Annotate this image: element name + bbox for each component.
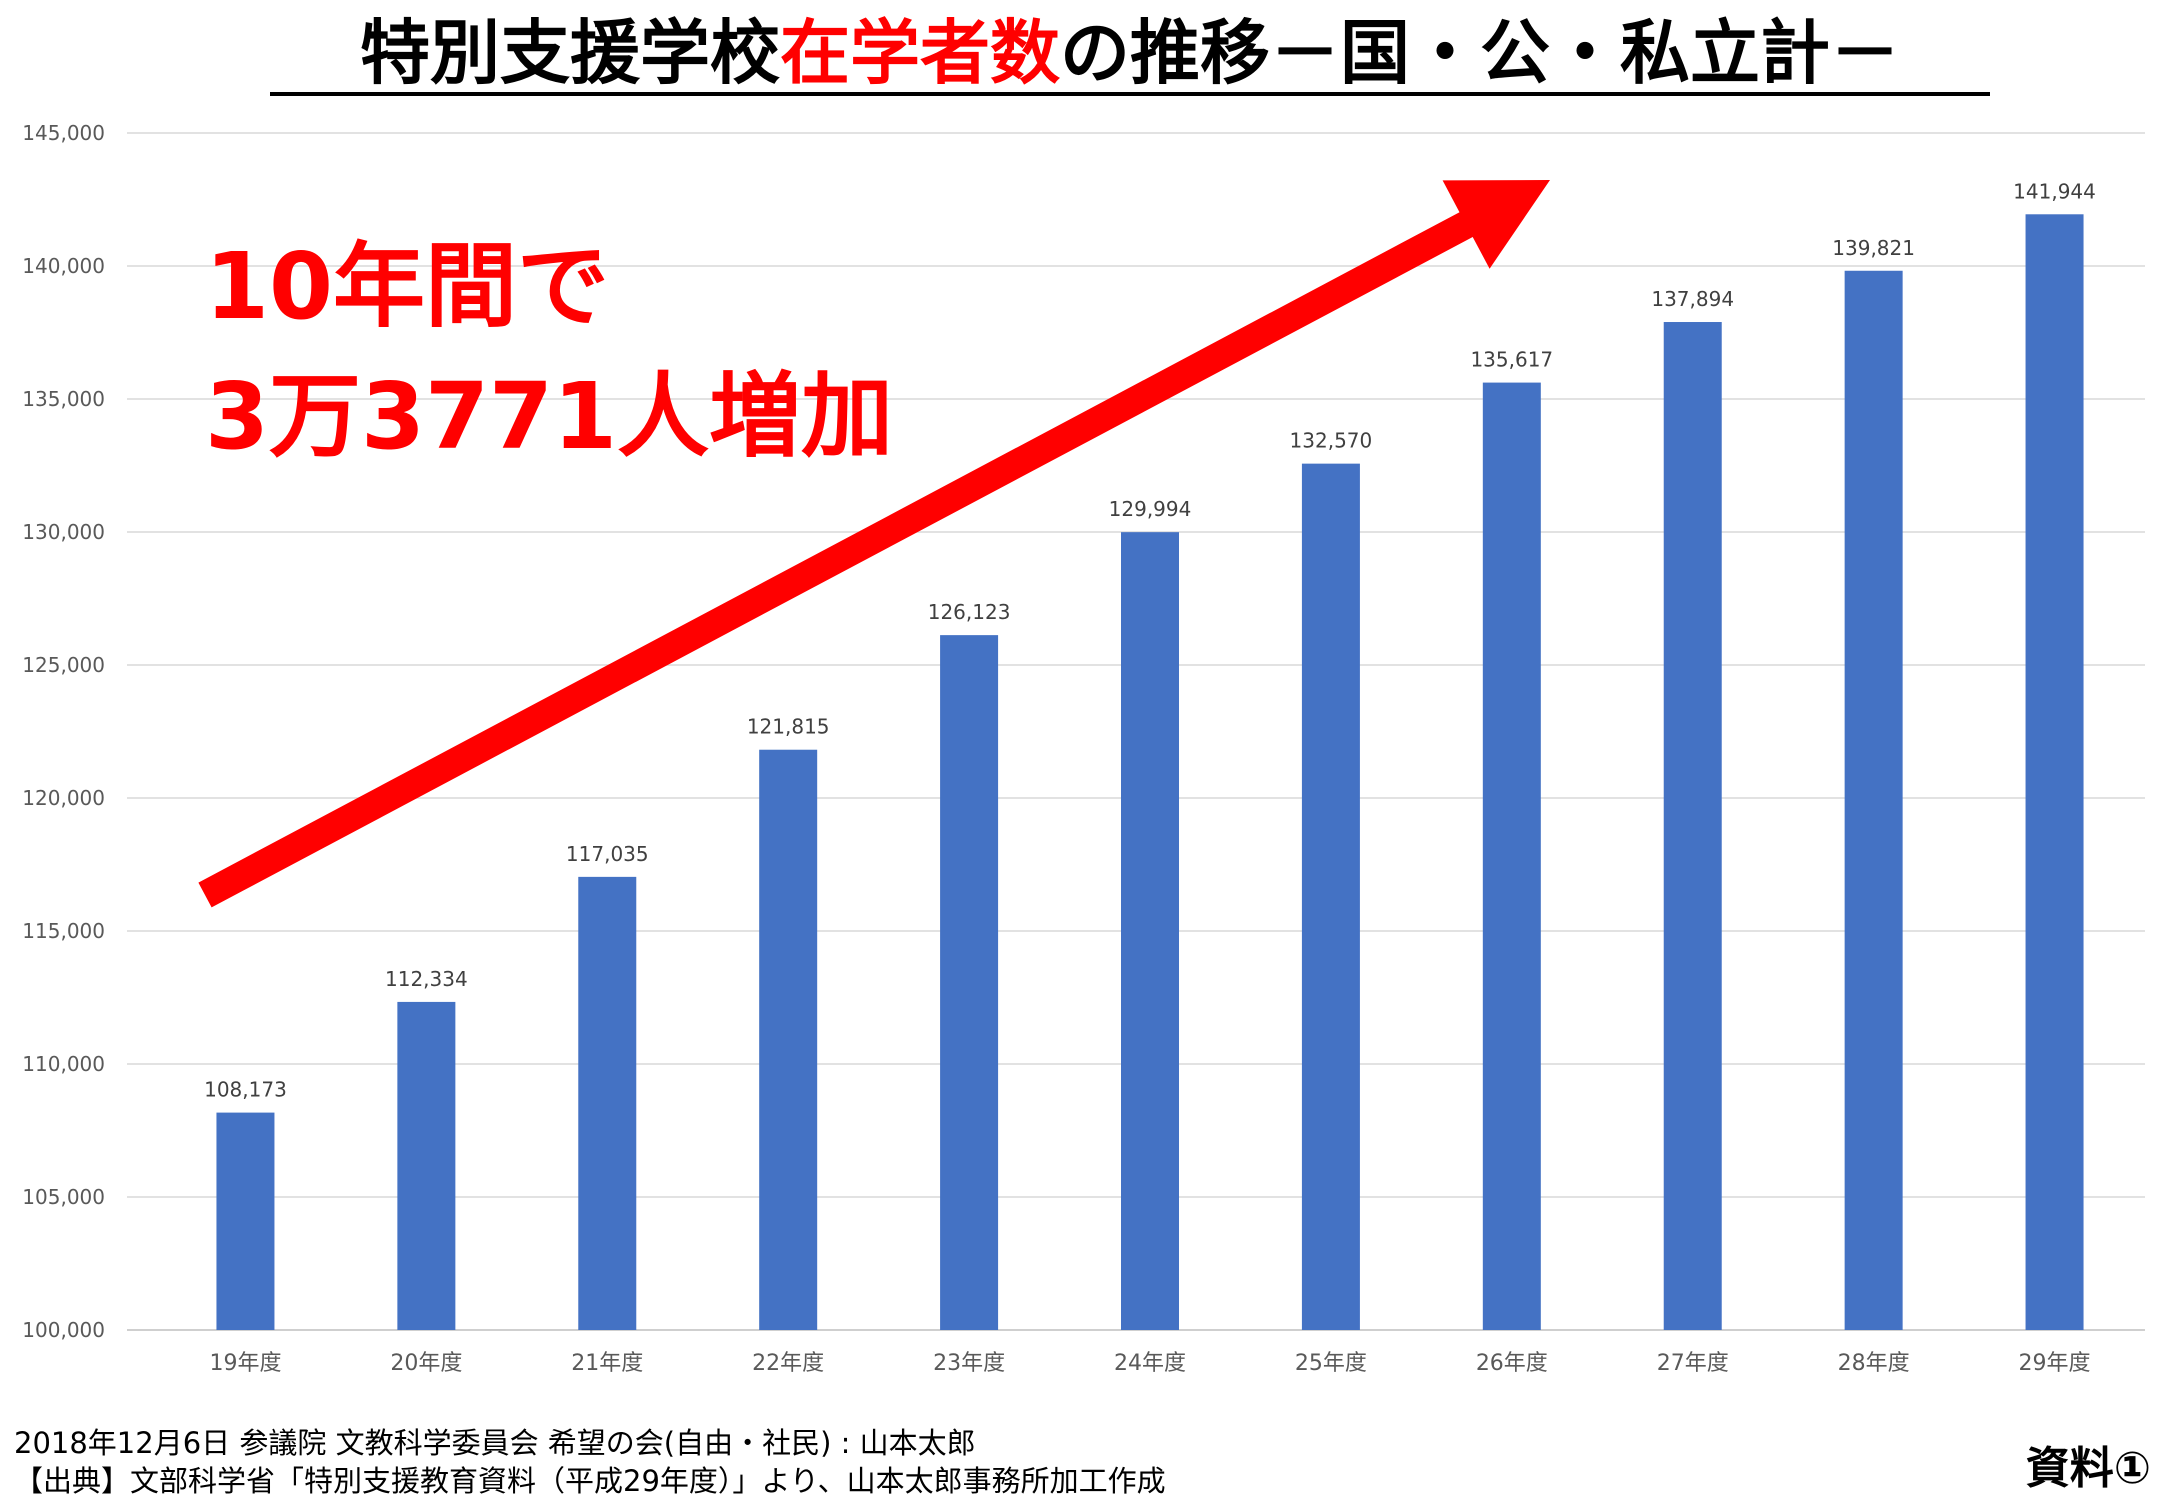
data-label: 117,035	[566, 842, 649, 866]
bar	[1121, 532, 1179, 1330]
data-label: 112,334	[385, 967, 468, 991]
bar	[578, 876, 637, 1330]
x-tick-label: 28年度	[1838, 1351, 1910, 1376]
x-tick-label: 27年度	[1657, 1351, 1729, 1376]
data-label: 141,944	[2013, 179, 2096, 203]
title-underline	[270, 92, 1990, 96]
y-tick-label: 130,000	[22, 520, 105, 544]
callout-line-1: 10年間で	[205, 233, 610, 340]
x-tick-label: 25年度	[1295, 1351, 1367, 1376]
chart-title: 特別支援学校在学者数の推移－国・公・私立計－	[270, 8, 1990, 98]
y-tick-label: 115,000	[22, 919, 105, 943]
footer-meeting-note: 2018年12月6日 参議院 文教科学委員会 希望の会(自由・社民) : 山本太…	[14, 1426, 976, 1460]
title-highlight: 在学者数	[780, 12, 1060, 94]
x-tick-label: 22年度	[752, 1351, 824, 1376]
title-prefix: 特別支援学校	[360, 12, 780, 94]
title-suffix: の推移－国・公・私立計－	[1060, 12, 1900, 94]
y-tick-label: 145,000	[22, 121, 105, 145]
data-label: 121,815	[747, 715, 830, 739]
x-tick-label: 20年度	[390, 1351, 462, 1376]
bar	[397, 1001, 456, 1330]
y-tick-label: 100,000	[22, 1318, 105, 1342]
y-tick-label: 120,000	[22, 786, 105, 810]
bar	[1482, 382, 1541, 1331]
trend-arrow	[198, 180, 1550, 908]
bar	[216, 1112, 275, 1330]
increase-callout: 10年間で 3万3771人増加	[205, 222, 893, 482]
footer-source-note: 【出典】文部科学省「特別支援教育資料（平成29年度）」より、山本太郎事務所加工作…	[14, 1464, 1166, 1498]
y-tick-label: 125,000	[22, 653, 105, 677]
data-label: 139,821	[1832, 236, 1915, 260]
bar-chart: 100,000 105,000 110,000 115,000 120,000 125,0…	[22, 121, 2145, 1376]
bars	[216, 214, 2084, 1331]
y-axis-ticks: 100,000 105,000 110,000 115,000 120,000 125,0…	[22, 121, 105, 1342]
y-tick-label: 105,000	[22, 1185, 105, 1209]
callout-line-2: 3万3771人増加	[205, 363, 894, 470]
data-label: 108,173	[204, 1078, 287, 1102]
data-label: 126,123	[928, 600, 1011, 624]
x-tick-label: 19年度	[209, 1351, 281, 1376]
x-tick-label: 21年度	[571, 1351, 643, 1376]
y-tick-label: 110,000	[22, 1052, 105, 1076]
bar	[1301, 463, 1360, 1330]
x-tick-label: 24年度	[1114, 1351, 1186, 1376]
bar	[759, 749, 818, 1330]
y-tick-label: 135,000	[22, 387, 105, 411]
x-axis-ticks: 19年度 20年度 21年度 22年度 23年度 24年度 25年度 26年度 27年度 28年度…	[209, 1351, 2090, 1376]
data-label: 129,994	[1109, 497, 1192, 521]
bar	[1844, 270, 1903, 1330]
data-labels: 108,173 112,334 117,035 121,815 126,123 129,9…	[204, 179, 2096, 1101]
x-tick-label: 23年度	[933, 1351, 1005, 1376]
data-label: 135,617	[1470, 348, 1553, 372]
bar	[940, 635, 999, 1330]
bar	[2025, 214, 2084, 1331]
bar	[1663, 322, 1722, 1330]
data-label: 137,894	[1651, 287, 1734, 311]
data-label: 132,570	[1290, 429, 1373, 453]
y-tick-label: 140,000	[22, 254, 105, 278]
x-tick-label: 26年度	[1476, 1351, 1548, 1376]
document-label: 資料①	[2025, 1443, 2151, 1494]
trend-arrow-shape	[198, 180, 1550, 908]
x-tick-label: 29年度	[2019, 1351, 2091, 1376]
